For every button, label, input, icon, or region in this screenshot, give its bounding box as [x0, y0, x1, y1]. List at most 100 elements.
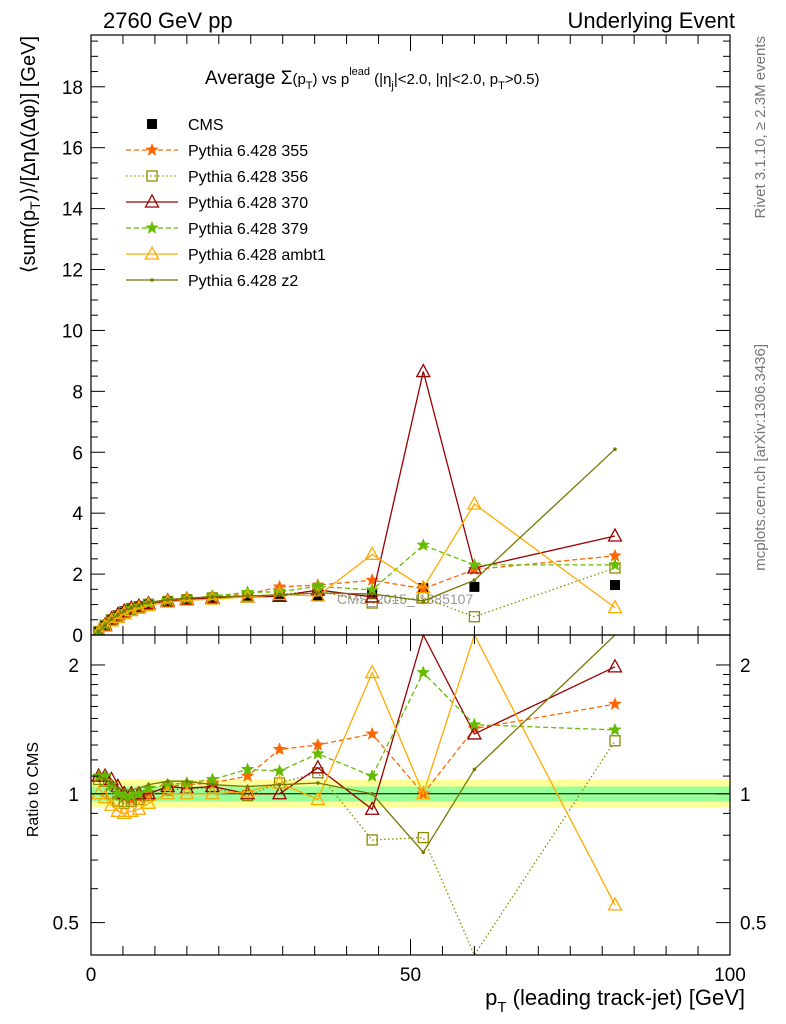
top-ytick-label: 18 [62, 78, 83, 99]
top-point-5-16 [466, 495, 482, 510]
top-point-6-4 [122, 609, 127, 613]
top-point-3-14 [364, 588, 380, 603]
ratio-series-1 [93, 735, 621, 955]
legend-entry-5: Pythia 6.428 ambt1 [188, 247, 326, 264]
legend-marker-0 [147, 119, 157, 129]
ratio-point-4-7 [140, 794, 157, 809]
top-ytick-label: 12 [62, 261, 83, 282]
xlabel: pT (leading track-jet) [GeV] [485, 985, 745, 1016]
ratio-point-5-8 [165, 779, 170, 784]
top-point-5-10 [204, 590, 221, 605]
ratio-ytick-label-right: 0.5 [740, 914, 766, 935]
ratio-point-2-16 [466, 725, 482, 740]
legend-entry-3: Pythia 6.428 370 [188, 195, 308, 212]
top-ytick-label: 2 [72, 565, 83, 586]
ratio-series-3 [91, 665, 622, 802]
legend-marker-5 [144, 245, 160, 260]
ratio-point-5-7 [146, 782, 151, 787]
ratio-point-3-10 [205, 772, 220, 786]
top-point-6-14 [370, 592, 374, 596]
legend-entry-0: CMS [188, 117, 224, 134]
top-point-5-13 [310, 587, 326, 602]
top-ylabel: ⟨sum(pT)⟩/[ΔηΔ(Δφ)] [GeV] [18, 36, 43, 273]
ratio-point-4-1 [97, 789, 113, 804]
ratio-point-2-13 [310, 759, 326, 774]
legend-marker-4 [145, 220, 159, 234]
top-point-6-10 [210, 595, 215, 599]
top-point-5-15 [415, 579, 431, 594]
top-ytick-label: 10 [62, 321, 83, 342]
ratio-point-3-12 [272, 763, 287, 777]
header-right: Underlying Event [567, 8, 735, 33]
ratio-ytick-label: 0.5 [53, 914, 79, 935]
top-point-6-6 [137, 603, 141, 607]
top-point-6-5 [129, 605, 134, 610]
top-point-6-15 [421, 599, 426, 603]
ratio-point-0-14 [365, 726, 379, 740]
ratio-point-0-11 [240, 768, 255, 782]
ratio-point-5-3 [116, 786, 120, 791]
ratio-point-5-5 [129, 788, 134, 792]
ratio-point-5-15 [421, 850, 426, 855]
ratio-point-4-15 [415, 785, 431, 800]
ratio-series-line-5 [98, 635, 616, 854]
ratio-point-3-11 [240, 762, 255, 776]
legend: CMS Pythia 6.428 355 Pythia 6.428 356 Pythi… [126, 117, 326, 290]
top-point-2-14 [366, 597, 378, 609]
ratio-ytick-label-right: 2 [740, 656, 751, 677]
top-ytick-label: 4 [72, 504, 83, 525]
top-point-6-8 [165, 597, 170, 602]
top-point-6-1 [103, 623, 107, 628]
top-point-6-7 [146, 600, 151, 605]
ratio-point-4-11 [239, 783, 256, 798]
ratio-point-1-15 [417, 831, 429, 844]
top-point-4-16 [467, 557, 482, 571]
top-point-2-16 [468, 611, 481, 623]
top-point-5-7 [140, 597, 157, 612]
legend-entry-4: Pythia 6.428 379 [188, 221, 308, 238]
legend-entry-6: Pythia 6.428 z2 [188, 273, 298, 290]
mcplots-label: mcplots.cern.ch [arXiv:1306.3436] [752, 344, 769, 571]
ratio-series-line-1 [98, 740, 616, 955]
ratio-point-3-16 [467, 717, 482, 731]
top-point-5-17 [607, 599, 623, 614]
ratio-point-1-14 [366, 834, 378, 846]
ratio-point-1-17 [609, 735, 621, 747]
legend-marker-1 [145, 142, 159, 156]
top-point-3-17 [607, 527, 623, 542]
ratio-point-5-12 [277, 782, 282, 787]
ratio-point-5-6 [137, 786, 141, 791]
ratio-point-2-8 [160, 778, 176, 793]
ratio-point-0-12 [272, 742, 287, 756]
top-point-6-13 [316, 591, 320, 595]
ratio-point-4-9 [179, 785, 195, 800]
ratio-point-3-15 [416, 665, 431, 679]
ratio-series-4 [91, 635, 623, 911]
ratio-point-5-1 [103, 777, 107, 782]
ratio-point-5-4 [122, 788, 127, 792]
ratio-point-3-3 [111, 786, 125, 800]
ratio-point-2-17 [607, 658, 623, 673]
ratio-point-4-17 [607, 896, 623, 911]
top-ytick-label: 16 [62, 139, 83, 160]
ratio-point-2-14 [364, 800, 380, 815]
top-point-5-6 [131, 599, 147, 614]
top-series-line-5 [98, 503, 616, 633]
top-series-6 [96, 447, 617, 634]
top-ytick-label: 14 [62, 200, 84, 221]
ratio-point-5-16 [472, 767, 477, 772]
ratio-point-3-6 [132, 786, 146, 800]
top-point-6-0 [96, 629, 101, 634]
ratio-series-5 [96, 635, 616, 855]
top-series-line-4 [98, 544, 615, 633]
top-ytick-label: 8 [72, 382, 83, 403]
ratio-point-5-13 [316, 781, 320, 785]
top-plot-frame [90, 34, 731, 636]
chart-title: Average Σ(pT) vs plead (|ηj|<2.0, |η|<2.… [205, 66, 540, 92]
rivet-label: Rivet 3.1.10, ≥ 2.3M events [752, 36, 769, 219]
ratio-point-4-8 [160, 785, 176, 800]
top-point-6-3 [116, 613, 120, 617]
top-point-6-12 [277, 592, 282, 597]
legend-marker-2 [146, 170, 158, 182]
top-point-4-15 [416, 538, 431, 551]
